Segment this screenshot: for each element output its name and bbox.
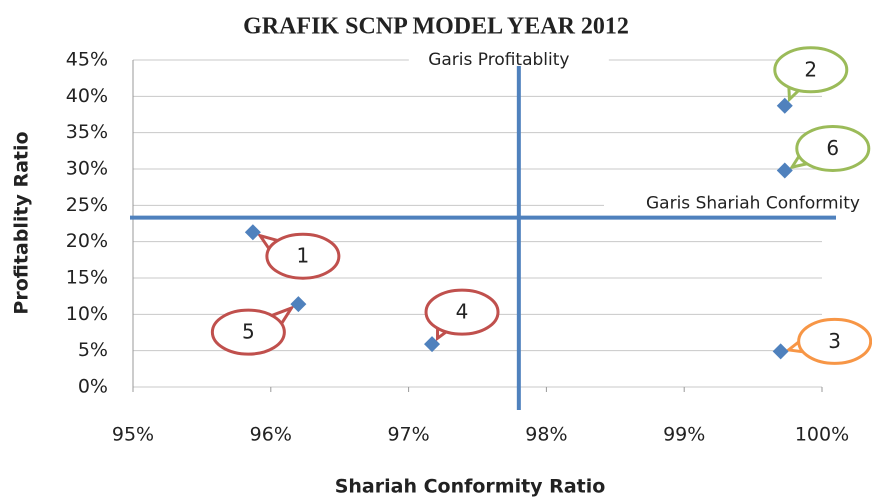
x-axis-label: Shariah Conformity Ratio	[335, 476, 606, 498]
y-tick-label: 20%	[66, 230, 108, 252]
point-label: 5	[242, 320, 255, 344]
reference-line-label: Garis Shariah Conformity	[646, 194, 860, 214]
point	[244, 224, 261, 241]
point	[290, 296, 307, 313]
callout	[795, 124, 871, 172]
chart-title: GRAFIK SCNP MODEL YEAR 2012	[243, 14, 629, 40]
y-tick-label: 15%	[66, 267, 108, 289]
callout	[424, 288, 500, 336]
y-tick-label: 10%	[66, 303, 108, 325]
point	[776, 162, 793, 179]
x-tick-label: 99%	[663, 424, 705, 446]
label-bg	[604, 191, 872, 216]
point-label: 6	[826, 136, 839, 160]
x-tick-label: 100%	[795, 424, 849, 446]
point	[772, 343, 789, 360]
y-tick-label: 45%	[66, 49, 108, 71]
callout	[210, 308, 286, 356]
x-tick-label: 95%	[112, 424, 154, 446]
point	[424, 336, 441, 353]
y-tick-label: 5%	[78, 339, 108, 361]
callout	[773, 46, 849, 94]
y-axis-label: Profitablity Ratio	[11, 131, 33, 314]
point-label: 3	[828, 329, 841, 353]
x-tick-label: 96%	[250, 424, 292, 446]
point-label: 2	[804, 57, 817, 81]
y-tick-label: 35%	[66, 121, 108, 143]
x-tick-label: 98%	[525, 424, 567, 446]
label-bg	[408, 48, 609, 72]
y-tick-label: 30%	[66, 158, 108, 180]
point-label: 1	[297, 244, 310, 268]
y-tick-label: 25%	[66, 194, 108, 216]
y-tick-label: 0%	[78, 376, 108, 398]
x-tick-label: 97%	[387, 424, 429, 446]
point	[776, 97, 793, 114]
y-tick-label: 40%	[66, 85, 108, 107]
reference-line-label: Garis Profitablity	[428, 50, 569, 70]
callout	[265, 232, 341, 280]
callout	[797, 317, 872, 365]
point-label: 4	[456, 300, 469, 324]
